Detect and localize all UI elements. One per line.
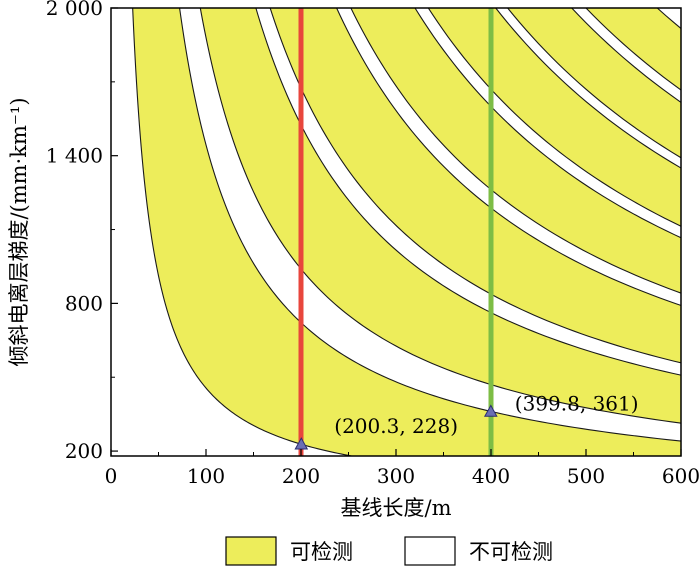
band-boundary-curve: [414, 8, 681, 239]
legend-swatch-undetectable: [404, 536, 456, 566]
detectable-band: [507, 8, 681, 158]
x-tick-label: 100: [187, 464, 225, 488]
y-tick-label: 200: [65, 439, 103, 463]
band-boundary-curve: [199, 8, 681, 424]
band-boundary-curve: [269, 8, 681, 364]
detectable-band: [586, 8, 681, 91]
x-tick-label: 400: [472, 464, 510, 488]
band-boundary-curve: [132, 8, 352, 456]
x-tick-label: 500: [567, 464, 605, 488]
band-boundary-curve: [255, 8, 681, 376]
band-boundary-curve: [336, 8, 681, 307]
x-tick-label: 0: [105, 464, 118, 488]
bands-layer: [132, 8, 681, 456]
vertical-lines-layer: [298, 8, 494, 456]
x-axis: 0 100 200 300 400 500 600: [105, 449, 700, 488]
detectable-band: [200, 8, 681, 424]
legend: 可检测 不可检测: [225, 536, 553, 566]
y-tick-label: 1 400: [46, 144, 103, 168]
legend-label-undetectable: 不可检测: [469, 540, 553, 564]
markers-layer: (200.3, 228) (399.8, 361): [294, 391, 639, 450]
marker-label: (399.8, 361): [515, 391, 639, 415]
marker-triangle: [483, 404, 498, 417]
x-axis-title: 基线长度/m: [341, 496, 452, 520]
x-tick-label: 200: [282, 464, 320, 488]
x-tick-label: 300: [377, 464, 415, 488]
detectable-band: [350, 8, 681, 294]
band-boundary-curve: [350, 8, 681, 294]
y-tick-label: 2 000: [46, 0, 103, 20]
y-axis-title: 倾斜电离层梯度/(mm·km⁻¹): [7, 97, 31, 366]
legend-swatch-detectable: [225, 536, 277, 566]
detectable-band: [270, 8, 681, 363]
legend-label-detectable: 可检测: [290, 540, 353, 564]
band-boundary-curve: [427, 8, 681, 227]
marker-triangle: [294, 437, 309, 450]
band-boundary-curve: [179, 8, 681, 442]
y-tick-label: 800: [65, 291, 103, 315]
y-axis: 200 800 1 400 2 000: [46, 0, 118, 463]
x-tick-label: 600: [662, 464, 700, 488]
marker-label: (200.3, 228): [334, 414, 458, 438]
detectable-band: [132, 8, 681, 456]
